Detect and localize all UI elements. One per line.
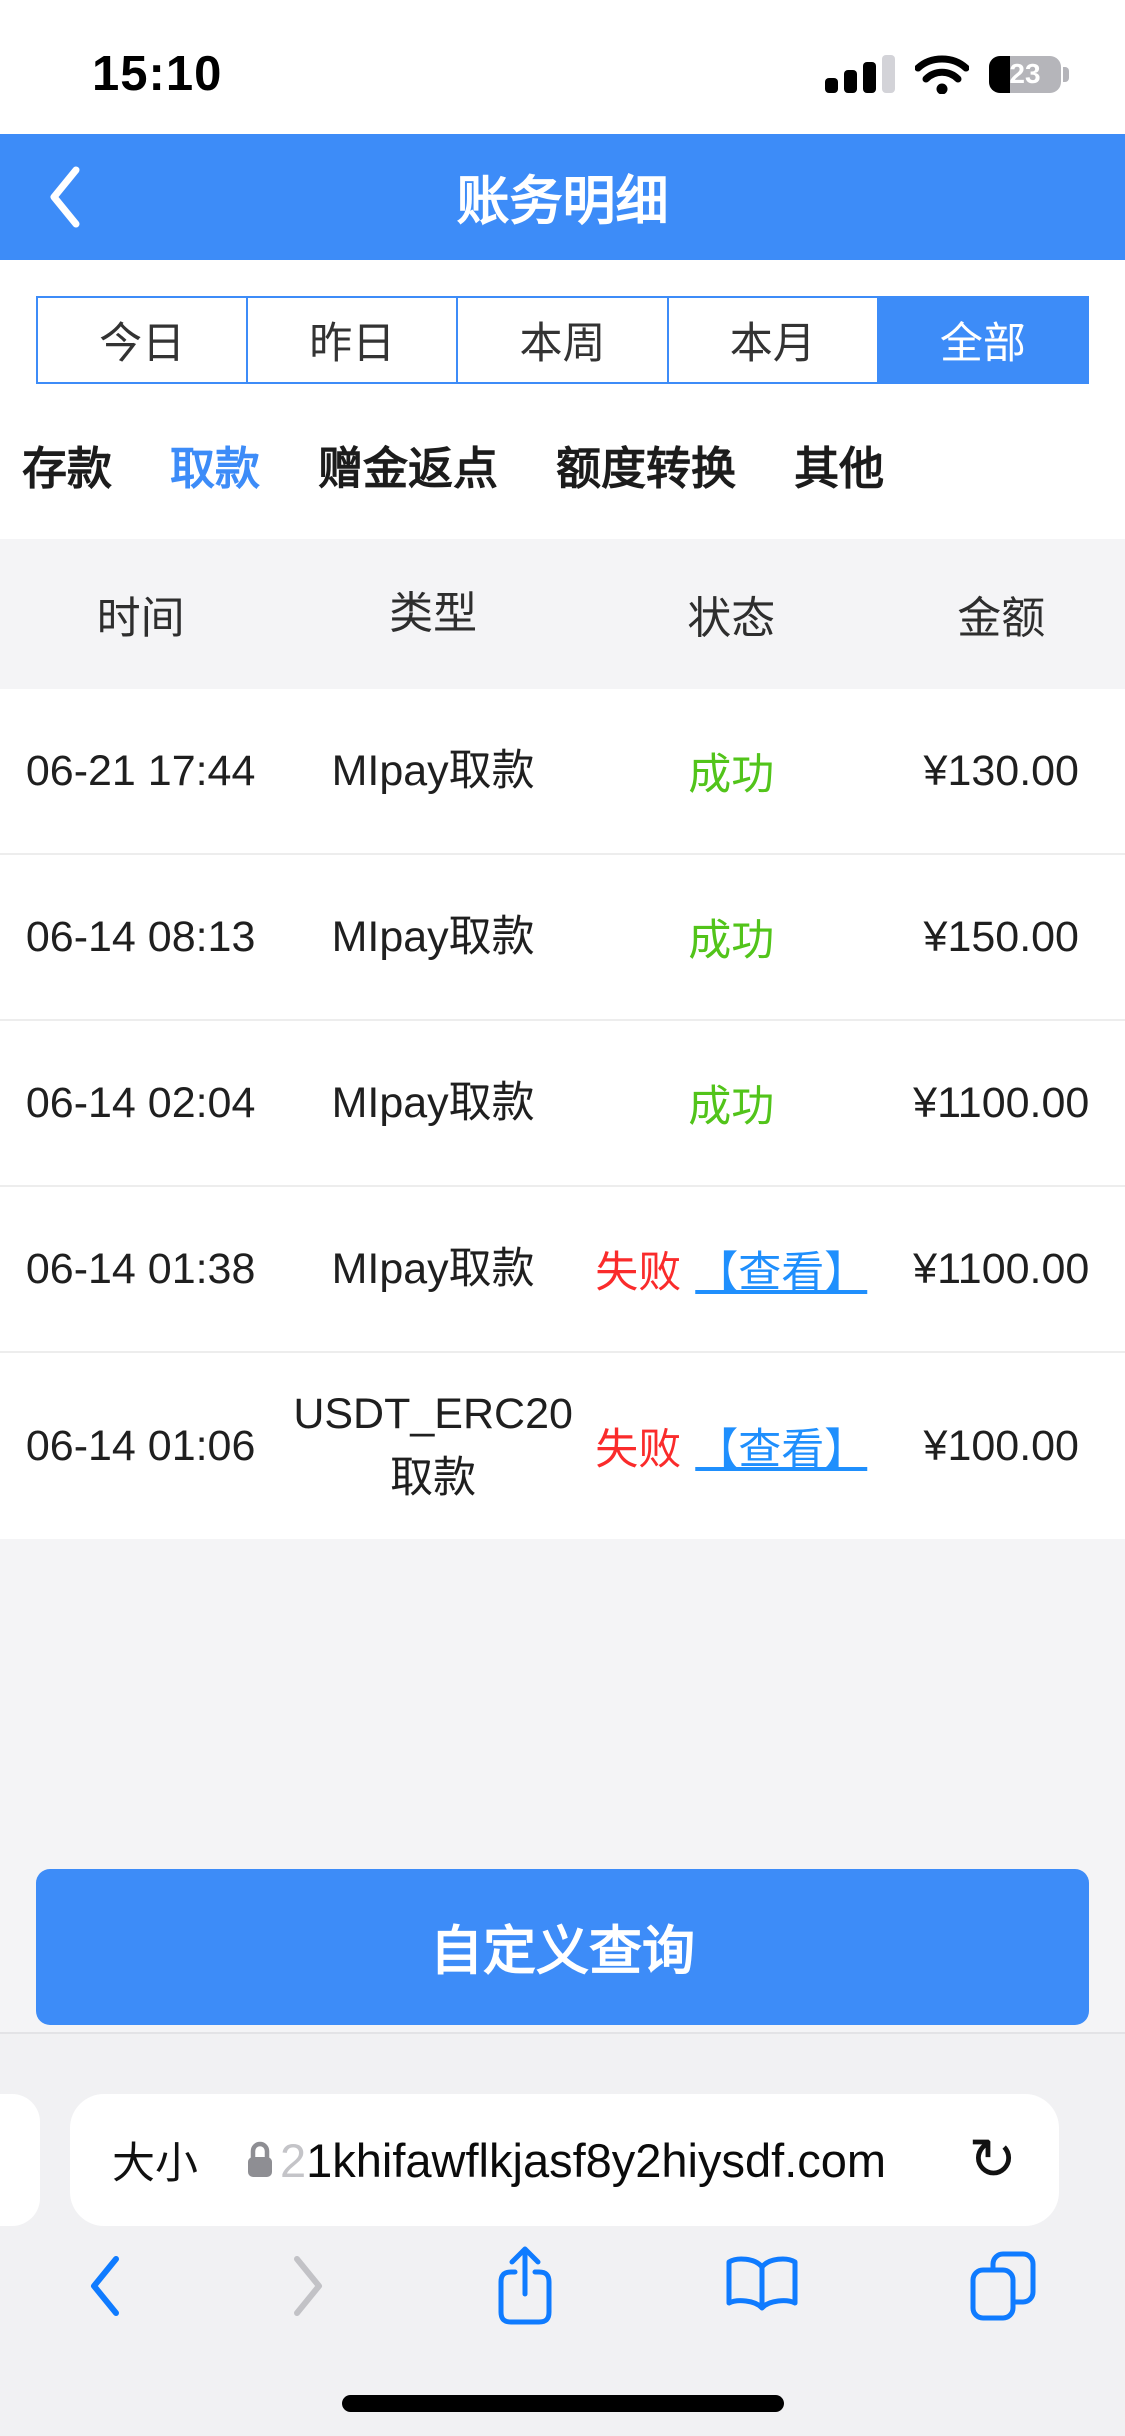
content-area: 时间 类型 状态 金额 06-21 17:44 MIpay取款 成功 ¥130.… xyxy=(0,539,1125,2047)
spacer xyxy=(0,1539,1125,1869)
status-bar: 15:10 23 xyxy=(0,0,1125,134)
battery-percent: 23 xyxy=(1009,58,1041,89)
table-row: 06-14 01:06 USDT_ERC20取款 失败 【查看】 ¥100.00 xyxy=(0,1353,1125,1539)
custom-query-button[interactable]: 自定义查询 xyxy=(36,1869,1089,2025)
wifi-icon xyxy=(915,54,969,94)
cell-amount: ¥100.00 xyxy=(923,1421,1079,1470)
table-row: 06-14 01:38 MIpay取款 失败 【查看】 ¥1100.00 xyxy=(0,1187,1125,1353)
bookmarks-icon[interactable] xyxy=(722,2254,802,2318)
cell-time: 06-14 01:38 xyxy=(25,1244,256,1293)
cell-type: MIpay取款 xyxy=(331,1244,535,1293)
table-row: 06-14 02:04 MIpay取款 成功 ¥1100.00 xyxy=(0,1021,1125,1187)
col-header-amount: 金额 xyxy=(957,594,1046,643)
cell-time: 06-14 01:06 xyxy=(25,1421,256,1470)
battery-icon: 23 xyxy=(989,55,1069,93)
table-header: 时间 类型 状态 金额 xyxy=(0,539,1125,689)
cell-amount: ¥130.00 xyxy=(923,746,1079,795)
cell-time: 06-14 08:13 xyxy=(25,912,256,961)
cellular-signal-icon xyxy=(825,55,895,93)
share-icon[interactable] xyxy=(493,2244,557,2328)
lock-icon xyxy=(244,2139,276,2181)
status-badge: 失败 xyxy=(595,1249,682,1297)
tab-bonus-rebate[interactable]: 赠金返点 xyxy=(318,443,499,494)
category-tabs: 存款 取款 赠金返点 额度转换 其他 xyxy=(0,384,1125,539)
status-badge: 成功 xyxy=(688,751,775,799)
col-header-time: 时间 xyxy=(96,594,185,643)
tab-withdraw[interactable]: 取款 xyxy=(170,443,261,494)
date-filter-today[interactable]: 今日 xyxy=(38,298,247,382)
cell-time: 06-14 02:04 xyxy=(25,1078,256,1127)
page-title: 账务明细 xyxy=(456,172,669,231)
url-bar[interactable]: 大小 2 1khifawflkjasf8y2hiysdf.com ↻ xyxy=(70,2094,1059,2226)
cell-type: MIpay取款 xyxy=(331,746,535,795)
cell-type: MIpay取款 xyxy=(331,1078,535,1127)
back-icon[interactable] xyxy=(46,164,84,230)
text-size-button[interactable]: 大小 xyxy=(112,2140,198,2188)
browser-back-icon[interactable] xyxy=(86,2253,124,2319)
status-time: 15:10 xyxy=(92,47,223,101)
cell-amount: ¥150.00 xyxy=(923,912,1079,961)
view-link[interactable]: 【查看】 xyxy=(695,1249,868,1297)
date-filter-this-week[interactable]: 本周 xyxy=(456,298,667,382)
previous-tab-peek[interactable] xyxy=(0,2094,40,2226)
reload-icon[interactable]: ↻ xyxy=(968,2127,1017,2192)
table-row: 06-14 08:13 MIpay取款 成功 ¥150.00 xyxy=(0,855,1125,1021)
home-indicator[interactable] xyxy=(341,2395,784,2412)
status-badge: 失败 xyxy=(595,1426,682,1474)
status-badge: 成功 xyxy=(688,1083,775,1131)
date-filter-this-month[interactable]: 本月 xyxy=(666,298,877,382)
browser-forward-icon[interactable] xyxy=(289,2253,327,2319)
tabs-icon[interactable] xyxy=(967,2250,1039,2322)
view-link[interactable]: 【查看】 xyxy=(695,1426,868,1474)
browser-chrome: 大小 2 1khifawflkjasf8y2hiysdf.com ↻ xyxy=(0,2032,1125,2436)
col-header-type: 类型 xyxy=(389,589,478,638)
status-badge: 成功 xyxy=(688,917,775,965)
tab-other[interactable]: 其他 xyxy=(794,443,885,494)
cell-amount: ¥1100.00 xyxy=(913,1078,1090,1127)
tab-quota-transfer[interactable]: 额度转换 xyxy=(556,443,737,494)
app-header: 账务明细 xyxy=(0,134,1125,260)
table-row: 06-21 17:44 MIpay取款 成功 ¥130.00 xyxy=(0,689,1125,855)
date-filter-yesterday[interactable]: 昨日 xyxy=(246,298,457,382)
browser-toolbar xyxy=(0,2244,1125,2328)
date-filter-all[interactable]: 全部 xyxy=(876,298,1088,382)
url-domain: 1khifawflkjasf8y2hiysdf.com xyxy=(306,2133,887,2187)
cell-amount: ¥1100.00 xyxy=(913,1244,1090,1293)
date-filter-group: 今日 昨日 本周 本月 全部 xyxy=(36,296,1089,384)
status-icons: 23 xyxy=(825,54,1069,94)
col-header-status: 状态 xyxy=(687,594,776,643)
url-faded-prefix: 2 xyxy=(280,2133,307,2187)
cell-type: USDT_ERC20取款 xyxy=(293,1389,573,1503)
transactions-table: 06-21 17:44 MIpay取款 成功 ¥130.00 06-14 08:… xyxy=(0,689,1125,1539)
cell-time: 06-21 17:44 xyxy=(25,746,256,795)
cell-type: MIpay取款 xyxy=(331,912,535,961)
tab-deposit[interactable]: 存款 xyxy=(22,443,113,494)
url-text: 2 1khifawflkjasf8y2hiysdf.com xyxy=(280,2133,958,2188)
filter-section: 今日 昨日 本周 本月 全部 存款 取款 赠金返点 额度转换 其他 xyxy=(0,260,1125,539)
